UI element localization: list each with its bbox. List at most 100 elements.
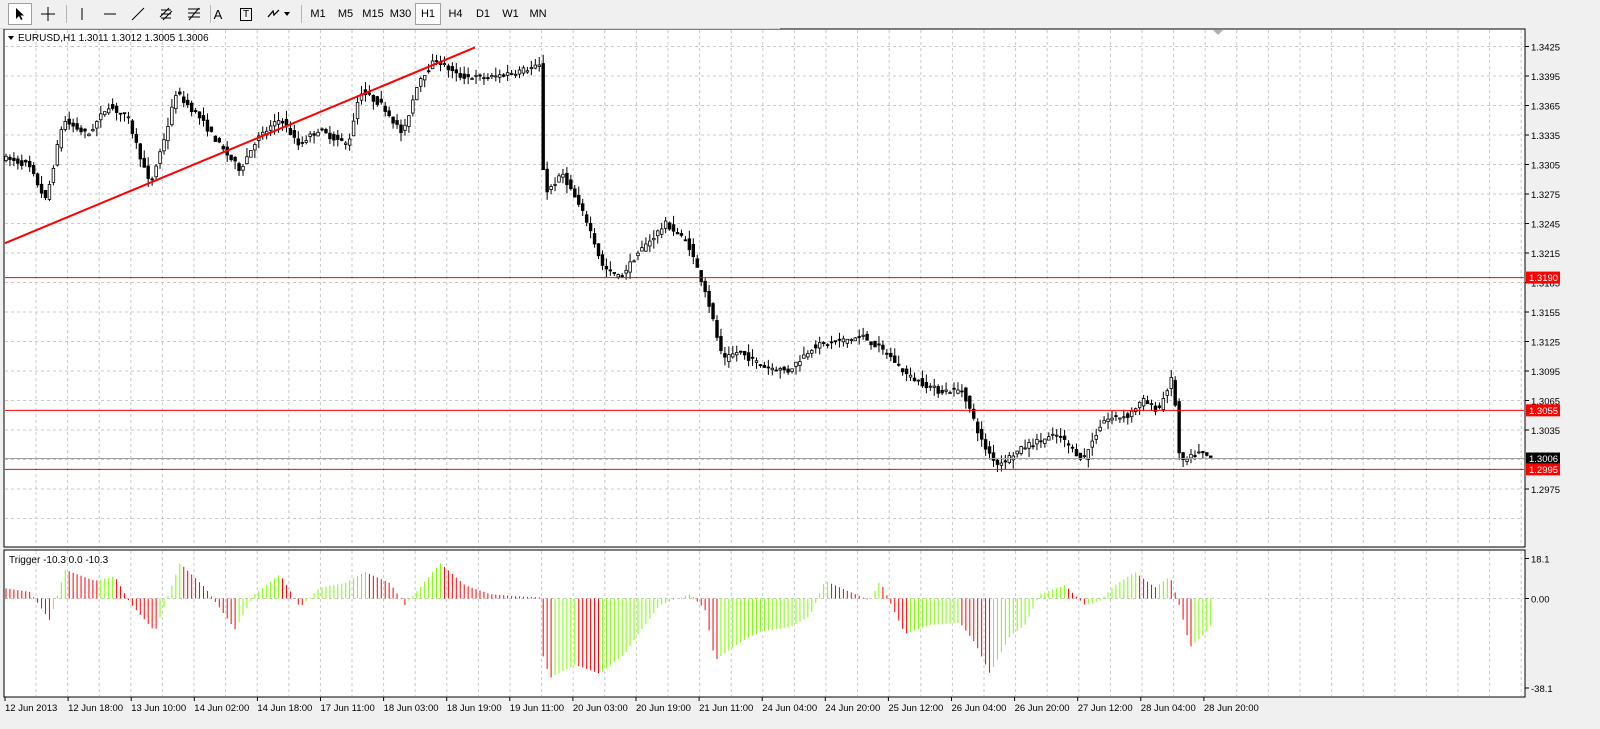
chart-shift-marker-icon[interactable] bbox=[1213, 30, 1223, 35]
candle-body bbox=[146, 165, 150, 179]
candle-body bbox=[328, 132, 332, 140]
indicator-tick-label: 18.1 bbox=[1531, 555, 1550, 566]
candle-body bbox=[1074, 448, 1079, 457]
fibonacci-retracement-icon[interactable] bbox=[182, 3, 206, 25]
candle-body bbox=[723, 353, 727, 358]
timeframe-mn-button[interactable]: MN bbox=[529, 8, 547, 20]
price-level-badge bbox=[1526, 271, 1560, 284]
candle-body bbox=[422, 75, 427, 81]
trendline-icon[interactable] bbox=[126, 3, 150, 25]
candle-body bbox=[1197, 451, 1201, 454]
candle-body bbox=[667, 222, 672, 230]
candle-body bbox=[908, 374, 913, 378]
candle-body bbox=[648, 240, 652, 247]
arrows-shapes-dropdown-icon[interactable] bbox=[262, 3, 296, 25]
candle-body bbox=[126, 116, 131, 119]
candle-body bbox=[889, 352, 893, 358]
time-tick-label: 17 Jun 11:00 bbox=[321, 703, 375, 714]
candle-body bbox=[134, 133, 139, 143]
candle-body bbox=[1145, 400, 1150, 405]
candle-body bbox=[695, 258, 699, 268]
time-tick-label: 25 Jun 12:00 bbox=[888, 703, 943, 714]
price-level-label: 1.3006 bbox=[1529, 454, 1558, 465]
trigger-histogram bbox=[5, 563, 1212, 678]
candle-body bbox=[75, 123, 79, 130]
price-levels bbox=[5, 277, 1524, 470]
candle-body bbox=[529, 67, 534, 70]
timeframe-m15-button[interactable]: M15 bbox=[362, 8, 384, 20]
candle-body bbox=[197, 111, 202, 119]
time-tick-label: 20 Jun 19:00 bbox=[636, 703, 691, 714]
candle-body bbox=[407, 115, 411, 127]
candle-body bbox=[351, 120, 356, 137]
candle-body bbox=[16, 158, 20, 164]
candle-body bbox=[296, 138, 300, 146]
candle-body bbox=[39, 183, 44, 194]
timeframe-d1-button[interactable]: D1 bbox=[475, 8, 491, 20]
candle-body bbox=[1090, 440, 1094, 448]
candle-body bbox=[758, 364, 763, 367]
price-tick-label: 1.3185 bbox=[1531, 279, 1560, 290]
candle-body bbox=[553, 184, 557, 186]
candle-body bbox=[442, 63, 447, 65]
candle-body bbox=[960, 390, 964, 393]
candle-body bbox=[991, 452, 996, 461]
candle-body bbox=[845, 338, 850, 344]
timeframe-m30-button[interactable]: M30 bbox=[389, 8, 412, 20]
candle-body bbox=[703, 280, 707, 293]
time-tick-label: 24 Jun 20:00 bbox=[825, 703, 880, 714]
price-tick-label: 1.2975 bbox=[1531, 485, 1560, 496]
candle-body bbox=[237, 163, 241, 171]
text-tool-icon[interactable]: A bbox=[213, 6, 223, 22]
candle-body bbox=[320, 128, 324, 131]
equidistant-channel-icon[interactable] bbox=[154, 3, 178, 25]
candle-body bbox=[71, 122, 75, 127]
price-tick-label: 1.3395 bbox=[1531, 72, 1560, 83]
candle-body bbox=[99, 113, 103, 121]
candle-body bbox=[103, 111, 107, 116]
candle-body bbox=[130, 120, 135, 134]
timeframe-m5-button[interactable]: M5 bbox=[337, 8, 354, 20]
indicator-grid bbox=[5, 551, 1524, 696]
candle-body bbox=[604, 265, 609, 270]
timeframe-h1-button[interactable]: H1 bbox=[415, 3, 441, 25]
candle-body bbox=[249, 150, 253, 158]
candle-body bbox=[715, 320, 719, 338]
candle-body bbox=[707, 290, 711, 307]
candle-body bbox=[766, 366, 771, 369]
candle-body bbox=[182, 96, 186, 104]
candle-body bbox=[632, 260, 636, 263]
time-tick-label: 14 Jun 18:00 bbox=[257, 703, 312, 714]
candle-body bbox=[178, 91, 182, 95]
horizontal-line-icon[interactable] bbox=[98, 3, 122, 25]
candle-body bbox=[193, 110, 198, 112]
candle-body bbox=[1102, 420, 1106, 424]
trendline[interactable] bbox=[4, 46, 476, 245]
timeframe-h4-button[interactable]: H4 bbox=[448, 8, 463, 20]
candle-body bbox=[754, 360, 759, 363]
candle-body bbox=[276, 120, 281, 125]
text-label-icon[interactable]: T bbox=[234, 3, 258, 25]
candle-body bbox=[154, 165, 158, 178]
candle-body bbox=[1185, 458, 1189, 462]
chart-menu-triangle-icon[interactable] bbox=[8, 36, 14, 40]
candle-body bbox=[663, 220, 668, 229]
candle-body bbox=[956, 389, 960, 394]
time-tick-label: 26 Jun 20:00 bbox=[1015, 703, 1070, 714]
price-tick-label: 1.3425 bbox=[1531, 43, 1560, 54]
candle-body bbox=[620, 275, 624, 277]
candle-body bbox=[114, 105, 119, 113]
candle-body bbox=[814, 344, 818, 349]
timeframe-w1-button[interactable]: W1 bbox=[502, 8, 519, 20]
crosshair-icon[interactable] bbox=[36, 3, 60, 25]
timeframe-m1-button[interactable]: M1 bbox=[310, 8, 326, 20]
candle-body bbox=[806, 353, 810, 358]
cursor-arrow-icon[interactable] bbox=[8, 3, 32, 25]
candle-body bbox=[47, 184, 52, 200]
candle-body bbox=[592, 233, 597, 245]
vertical-line-icon[interactable] bbox=[70, 3, 94, 25]
candle-body bbox=[857, 336, 861, 338]
indicator-tick-label: 0.00 bbox=[1531, 595, 1550, 606]
candle-body bbox=[300, 142, 304, 144]
